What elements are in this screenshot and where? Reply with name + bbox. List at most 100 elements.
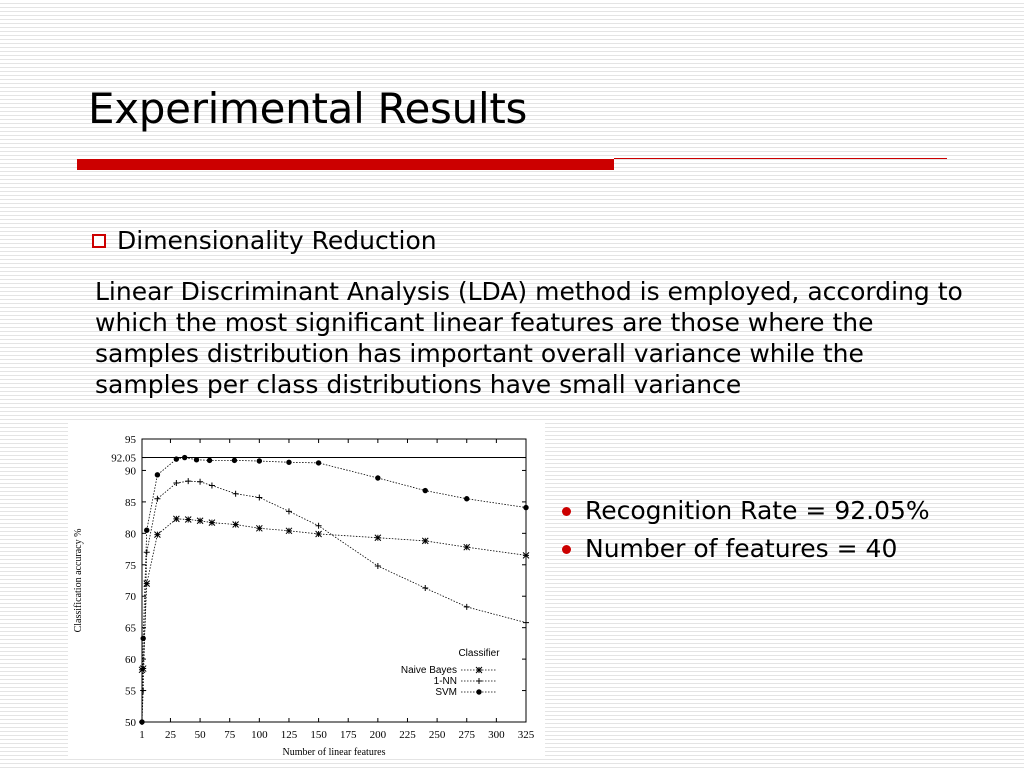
legend-label: Naive Bayes — [401, 665, 457, 676]
data-point — [144, 527, 150, 533]
y-tick-label: 90 — [125, 465, 137, 477]
x-tick-label: 100 — [251, 729, 268, 741]
data-point — [315, 530, 322, 538]
data-point — [184, 516, 192, 523]
data-point — [286, 459, 292, 465]
data-point — [374, 563, 381, 570]
accuracy-chart: 50 55 60 65 70 75 80 85 90 92.05 95 1 25 50 75 100 125 15… — [68, 422, 545, 758]
data-point — [256, 494, 263, 501]
section-bullet-text: Dimensionality Reduction — [117, 226, 437, 255]
series-line-1 — [141, 480, 527, 723]
title-underline-thick — [77, 159, 614, 170]
data-point — [140, 635, 146, 642]
x-tick-label: 50 — [195, 729, 207, 741]
y-axis-label: Classification accuracy % — [73, 529, 84, 633]
result-item-feature-count: Number of features = 40 — [562, 530, 930, 568]
x-tick-label: 125 — [281, 729, 298, 741]
red-dot-bullet-icon — [562, 545, 571, 554]
data-point — [139, 665, 147, 672]
data-point — [463, 603, 470, 610]
x-tick-label: 275 — [458, 729, 475, 741]
data-point — [285, 508, 292, 515]
title-underline-thin — [614, 158, 947, 159]
data-point — [523, 504, 529, 511]
legend-marker — [476, 678, 482, 684]
x-tick-label: 175 — [340, 729, 357, 741]
square-bullet-icon — [92, 233, 106, 248]
data-point — [255, 524, 263, 532]
legend-label: 1-NN — [434, 676, 457, 687]
y-tick-label: 92.05 — [111, 453, 136, 465]
data-point — [185, 478, 192, 485]
data-point — [464, 496, 470, 502]
x-tick-label: 200 — [370, 729, 387, 741]
data-point — [197, 478, 204, 485]
data-point — [422, 585, 429, 592]
data-point — [143, 549, 150, 556]
x-axis-label: Number of linear features — [282, 747, 385, 758]
data-point — [231, 457, 238, 464]
data-point — [154, 495, 161, 502]
x-tick-label: 325 — [518, 729, 535, 741]
y-tick-label: 85 — [125, 497, 137, 509]
data-point — [256, 458, 263, 464]
data-point — [315, 460, 322, 466]
data-point — [140, 687, 147, 694]
results-list: Recognition Rate = 92.05% Number of feat… — [562, 492, 930, 568]
data-point — [154, 531, 161, 538]
data-point — [193, 457, 200, 463]
data-point — [208, 519, 216, 526]
data-point — [206, 457, 213, 464]
series-line-0 — [141, 518, 527, 671]
y-tick-label: 70 — [125, 591, 137, 603]
y-tick-label: 50 — [125, 717, 137, 729]
data-point — [315, 522, 322, 529]
data-point — [173, 515, 180, 523]
data-point — [422, 487, 428, 494]
slide-title: Experimental Results — [88, 84, 528, 133]
legend-marker — [476, 689, 482, 695]
data-point — [523, 619, 529, 626]
x-tick-label: 225 — [399, 729, 416, 741]
red-dot-bullet-icon — [562, 507, 571, 516]
data-point — [154, 472, 161, 478]
y-tick-label: 55 — [125, 686, 137, 698]
data-point — [196, 517, 204, 525]
section-bullet: Dimensionality Reduction — [92, 226, 437, 255]
data-point — [173, 456, 180, 462]
data-point — [208, 482, 215, 489]
y-tick-label: 60 — [125, 654, 137, 666]
y-tick-label: 95 — [125, 434, 137, 446]
legend-title: Classifier — [458, 648, 500, 659]
data-point — [232, 490, 239, 497]
legend-label: SVM — [435, 687, 457, 698]
x-tick-label: 75 — [224, 729, 236, 741]
x-tick-label: 250 — [429, 729, 446, 741]
data-point — [421, 537, 429, 545]
x-tick-label: 1 — [139, 729, 145, 741]
data-point — [232, 521, 239, 528]
x-tick-label: 300 — [488, 729, 505, 741]
result-text: Recognition Rate = 92.05% — [585, 496, 930, 525]
y-tick-label: 65 — [125, 623, 137, 635]
result-item-recognition-rate: Recognition Rate = 92.05% — [562, 492, 930, 530]
data-point — [463, 543, 471, 551]
data-point — [285, 527, 293, 535]
data-point — [522, 551, 530, 559]
plot-frame — [141, 438, 527, 723]
description-paragraph: Linear Discriminant Analysis (LDA) metho… — [95, 277, 963, 399]
data-point — [173, 480, 180, 487]
data-point — [181, 454, 188, 461]
data-point — [374, 534, 382, 542]
series-line-2 — [141, 457, 527, 723]
y-tick-label: 75 — [125, 560, 137, 572]
x-tick-label: 25 — [165, 729, 177, 741]
data-point — [143, 580, 151, 587]
x-tick-label: 150 — [310, 729, 327, 741]
result-text: Number of features = 40 — [585, 534, 898, 563]
data-point — [139, 719, 145, 725]
data-point — [375, 475, 381, 481]
y-tick-label: 80 — [125, 528, 137, 540]
legend-marker — [475, 666, 483, 674]
